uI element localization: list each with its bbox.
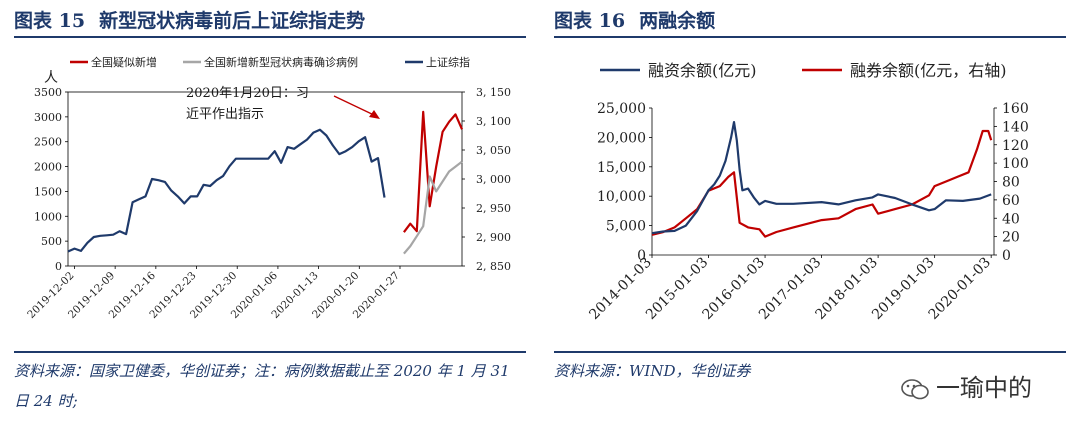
right-title: 图表 16 两融余额 xyxy=(554,6,729,33)
right-fig-label: 图表 16 xyxy=(554,10,626,32)
left-plot-frame xyxy=(67,91,463,267)
chart-right: 0 5,000 10,000 15,000 20,000 25,000 0 20 40 60 80 1… xyxy=(586,61,1029,323)
right-y2-tick-label: 60 xyxy=(1002,193,1020,209)
left-y-tick-label: 2000 xyxy=(34,161,62,174)
left-y2-tick-label: 2, 850 xyxy=(476,260,511,273)
left-top-rule xyxy=(14,36,526,38)
left-y-tick-label: 500 xyxy=(41,235,62,248)
right-y2-tick-label: 140 xyxy=(1002,119,1029,135)
right-series-line-0 xyxy=(651,120,992,235)
right-y-tick-label: 25,000 xyxy=(597,101,646,117)
left-y-axis-label: 人 xyxy=(44,70,58,86)
right-y2-tick-label: 40 xyxy=(1002,211,1020,227)
left-panel: 图表 15 新型冠状病毒前后上证综指走势 0 500 1000 1500 2000 2500… xyxy=(14,6,526,410)
left-y2-tick-label: 3, 050 xyxy=(476,144,511,157)
left-title-text: 新型冠状病毒前后上证综指走势 xyxy=(99,10,366,32)
left-y-tick-label: 3500 xyxy=(34,86,62,99)
left-title: 图表 15 新型冠状病毒前后上证综指走势 xyxy=(14,6,379,33)
right-y-tick-label: 5,000 xyxy=(606,219,646,235)
left-annotation-line2: 近平作出指示 xyxy=(186,107,264,122)
left-fig-label: 图表 15 xyxy=(14,10,86,32)
right-y2-tick-label: 20 xyxy=(1002,230,1020,246)
watermark-text: 一瑜中的 xyxy=(936,374,1032,402)
right-y-tick-label: 10,000 xyxy=(597,189,646,205)
right-bottom-rule xyxy=(554,351,1066,353)
left-y2-tick-label: 2, 950 xyxy=(476,202,511,215)
left-y-tick-label: 1000 xyxy=(34,210,62,223)
left-y2-tick-label: 3, 100 xyxy=(476,115,511,128)
right-legend-label-0: 融资余额(亿元) xyxy=(648,61,757,80)
left-series-line-1 xyxy=(403,160,463,255)
left-source: 资料来源：国家卫健委，华创证券；注：病例数据截止至 2020 年 1 月 31 … xyxy=(14,362,510,410)
left-y-tick-label: 0 xyxy=(55,260,62,273)
left-series-line-2 xyxy=(67,128,386,253)
right-y2-tick-label: 120 xyxy=(1002,138,1029,154)
watermark: 一瑜中的 xyxy=(900,368,1032,403)
right-y-tick-label: 15,000 xyxy=(597,160,646,176)
left-annotation-line1: 2020年1月20日：习 xyxy=(186,86,309,101)
left-bottom-rule xyxy=(14,351,526,353)
right-y2-tick-label: 100 xyxy=(1002,156,1029,172)
right-y-tick-label: 20,000 xyxy=(597,130,646,146)
left-y-tick-label: 3000 xyxy=(34,111,62,124)
left-legend-label-2: 上证综指 xyxy=(426,55,470,69)
right-y2-tick-label: 160 xyxy=(1002,101,1029,117)
left-y2-tick-label: 3, 150 xyxy=(476,86,511,99)
left-y-tick-label: 2500 xyxy=(34,136,62,149)
left-annotation-arrow-shaft xyxy=(333,95,377,117)
right-y-tick-label: 0 xyxy=(637,248,646,264)
left-annotation-arrow-head xyxy=(369,110,380,119)
left-y-tick-label: 1500 xyxy=(34,185,62,198)
right-top-rule xyxy=(554,36,1066,38)
chart-left: 0 500 1000 1500 2000 2500 3000 3500 2, 850 2, 900… xyxy=(25,55,511,321)
right-y2-tick-label: 80 xyxy=(1002,175,1020,191)
left-y2-tick-label: 3, 000 xyxy=(476,173,511,186)
right-series-line-1 xyxy=(651,129,993,238)
right-y2-tick-label: 0 xyxy=(1002,248,1011,264)
right-panel: 图表 16 两融余额 0 5,000 10,000 15,000 20,000 25,000… xyxy=(540,0,1080,432)
right-title-text: 两融余额 xyxy=(639,10,716,32)
left-series-line-0 xyxy=(403,110,464,233)
left-legend-label-0: 全国疑似新增 xyxy=(91,55,157,69)
left-legend-label-1: 全国新增新型冠状病毒确诊病例 xyxy=(204,55,358,69)
wechat-icon xyxy=(900,378,930,400)
left-y2-tick-label: 2, 900 xyxy=(476,231,511,244)
right-legend-label-1: 融券余额(亿元，右轴) xyxy=(850,61,1007,80)
right-source: 资料来源：WIND，华创证券 xyxy=(554,362,751,380)
